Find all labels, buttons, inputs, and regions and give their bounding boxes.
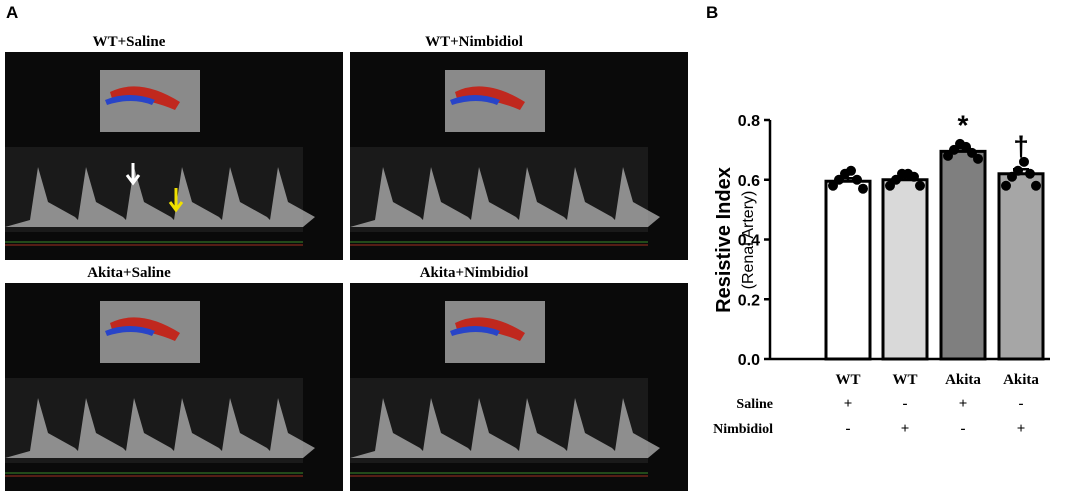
waveform — [5, 167, 315, 227]
y-tick-label: 0.0 — [738, 352, 760, 369]
treatment-sign: + — [901, 421, 910, 437]
image-title: WT+Saline — [93, 34, 166, 50]
x-tick-label: Akita — [945, 372, 981, 388]
panel-label: A — [6, 3, 18, 22]
y-tick-label: 0.8 — [738, 113, 760, 130]
data-point — [1019, 156, 1029, 167]
treatment-sign: + — [959, 396, 968, 412]
data-point — [1031, 180, 1041, 191]
data-point — [915, 180, 925, 191]
doppler-blue — [450, 95, 500, 105]
treatment-sign: + — [844, 396, 853, 412]
doppler-blue — [105, 95, 155, 105]
y-tick-label: 0.2 — [738, 292, 760, 309]
bar — [881, 178, 929, 361]
waveform — [350, 167, 660, 227]
data-point — [852, 174, 862, 185]
data-point — [1013, 165, 1023, 176]
arrow-yellow — [168, 188, 184, 213]
data-point — [858, 183, 868, 194]
data-point — [909, 171, 919, 182]
y-tick-label: 0.6 — [738, 173, 760, 190]
bar — [824, 179, 872, 361]
data-point — [1001, 180, 1011, 191]
data-point — [973, 153, 983, 164]
image-title: Akita+Nimbidiol — [420, 265, 529, 281]
treatment-label: Saline — [736, 397, 773, 412]
treatment-label: Nimbidiol — [713, 422, 773, 437]
data-point — [1025, 168, 1035, 179]
y-axis-label: (Renal Artery) — [740, 191, 757, 290]
data-point — [846, 165, 856, 176]
treatment-sign: + — [1017, 421, 1026, 437]
treatment-sign: - — [903, 396, 908, 412]
y-axis-label: Resistive Index — [713, 167, 735, 313]
significance-mark: † — [1013, 130, 1029, 161]
treatment-sign: - — [1019, 396, 1024, 412]
treatment-sign: - — [961, 421, 966, 437]
treatment-sign: - — [846, 421, 851, 437]
image-title: WT+Nimbidiol — [425, 34, 523, 50]
significance-mark: * — [958, 109, 969, 140]
bar — [997, 172, 1045, 361]
arrow-white — [125, 163, 141, 186]
waveform — [5, 398, 315, 458]
doppler-blue — [105, 326, 155, 336]
panel-label: B — [706, 3, 718, 22]
waveform — [350, 398, 660, 458]
bar — [939, 149, 987, 361]
x-tick-label: WT — [835, 372, 860, 388]
y-tick-label: 0.4 — [738, 233, 760, 250]
doppler-blue — [450, 326, 500, 336]
x-tick-label: WT — [892, 372, 917, 388]
x-tick-label: Akita — [1003, 372, 1039, 388]
image-title: Akita+Saline — [87, 265, 171, 281]
